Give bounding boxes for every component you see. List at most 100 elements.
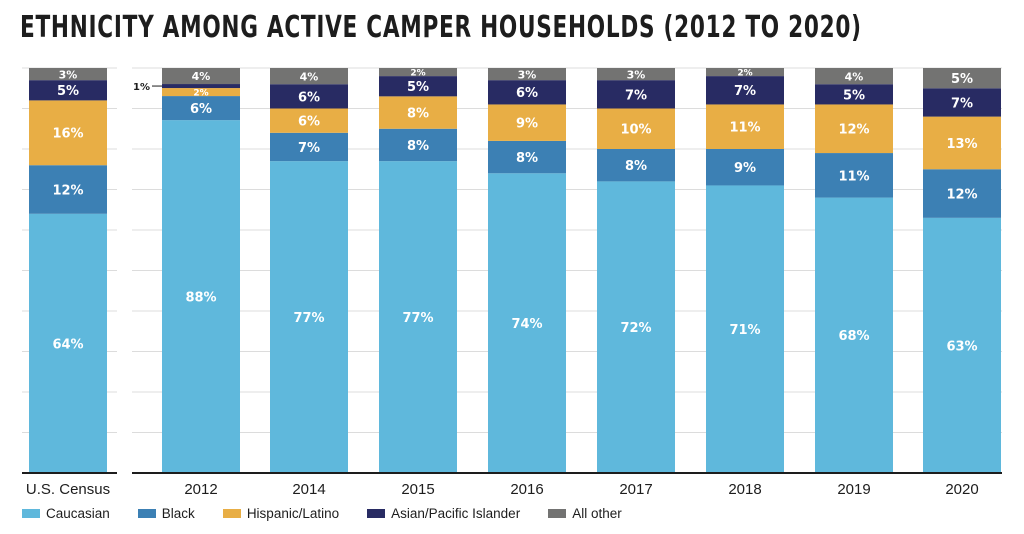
x-tick-label: 2012 [184, 481, 217, 498]
bar-segment-caucasian [379, 161, 457, 473]
data-label: 74% [511, 317, 542, 332]
bar-segment-black [706, 149, 784, 186]
data-label: 12% [838, 123, 869, 138]
x-tick-label: 2016 [510, 481, 543, 498]
data-label: 5% [843, 88, 865, 103]
bar-segment-all-other [706, 68, 784, 77]
bar-segment-caucasian [597, 181, 675, 473]
bar-segment-caucasian [270, 161, 348, 473]
bar-segment-black [815, 153, 893, 198]
bar-segment-black [270, 132, 348, 162]
bar-segment-black [29, 165, 107, 214]
x-tick-label: 2014 [292, 481, 325, 498]
data-label: 88% [185, 291, 216, 306]
data-label: 2% [737, 68, 752, 78]
bar-segment-all-other [162, 68, 240, 85]
data-label: 4% [300, 70, 319, 83]
bar-segment-caucasian [29, 213, 107, 474]
data-label: 7% [298, 141, 320, 156]
data-label: 4% [192, 70, 211, 83]
bar-segment-asian-pacific-islander [379, 76, 457, 97]
data-label: 64% [52, 337, 83, 352]
legend-item: Hispanic/Latino [222, 506, 340, 521]
bar-segment-all-other [488, 68, 566, 81]
bar-segment-hispanic-latino [270, 108, 348, 133]
bar-segment-hispanic-latino [706, 104, 784, 149]
bar-segment-caucasian [923, 217, 1001, 473]
bar-segment-hispanic-latino [597, 108, 675, 149]
data-label: 11% [838, 169, 869, 184]
data-label: 2% [410, 68, 425, 78]
data-label: 9% [516, 117, 538, 132]
bar-segment-black [923, 169, 1001, 218]
legend-swatch [367, 509, 386, 518]
legend-swatch [137, 509, 156, 518]
bar-segment-asian-pacific-islander [597, 80, 675, 109]
legend-item: Black [137, 506, 195, 521]
bar-segment-hispanic-latino [29, 100, 107, 166]
data-label: 12% [52, 183, 83, 198]
data-label: 8% [407, 106, 429, 121]
bar-segment-caucasian [488, 173, 566, 474]
bar-segment-asian-pacific-islander [815, 84, 893, 105]
bar-segment-asian-pacific-islander [706, 76, 784, 105]
data-label: 72% [620, 321, 651, 336]
bar-segment-caucasian [162, 120, 240, 473]
data-label: 10% [620, 123, 651, 138]
data-label: 7% [951, 96, 973, 111]
bar-segment-all-other [270, 68, 348, 85]
x-tick-label: 2017 [619, 481, 652, 498]
bar-segment-all-other [597, 68, 675, 81]
bar-segment-asian-pacific-islander [270, 84, 348, 109]
data-label: 77% [293, 311, 324, 326]
bar-segment-black [162, 96, 240, 121]
legend-swatch [22, 509, 40, 518]
bar-segment-hispanic-latino [923, 116, 1001, 170]
x-tick-label: 2018 [728, 481, 761, 498]
legend-label: All other [572, 506, 622, 521]
data-label: 71% [729, 323, 760, 338]
legend: Caucasian Black Hispanic/Latino Asian/Pacif… [22, 506, 650, 521]
data-label: 6% [190, 102, 212, 117]
legend-label: Hispanic/Latino [246, 506, 340, 521]
x-tick-label: 2015 [401, 481, 434, 498]
bar-segment-hispanic-latino [379, 96, 457, 129]
data-label: 7% [734, 84, 756, 99]
bar-segment-all-other [379, 68, 457, 77]
bar-segment-black [379, 128, 457, 162]
x-tick-label: 2019 [837, 481, 870, 498]
bar-segment-asian-pacific-islander [29, 80, 107, 101]
data-label: 12% [946, 187, 977, 202]
legend-label: Black [161, 506, 195, 521]
chart-title: ETHNICITY AMONG ACTIVE CAMPER HOUSEHOLDS… [20, 10, 862, 45]
bar-segment-black [488, 140, 566, 174]
data-label: 3% [627, 68, 646, 81]
bar-segment-caucasian [706, 185, 784, 473]
data-label: 6% [298, 115, 320, 130]
data-label: 8% [407, 139, 429, 154]
data-label: 6% [298, 90, 320, 105]
bar-segment-caucasian [815, 197, 893, 473]
bar-segment-all-other [815, 68, 893, 85]
bar-segment-asian-pacific-islander [488, 80, 566, 105]
bar-segment-hispanic-latino [488, 104, 566, 141]
data-label: 4% [845, 70, 864, 83]
legend-swatch [222, 509, 241, 518]
data-label: 13% [946, 137, 977, 152]
x-tick-label: U.S. Census [26, 481, 110, 498]
data-label: 63% [946, 339, 977, 354]
legend-label: Caucasian [46, 506, 110, 521]
bar-segment-all-other [923, 68, 1001, 89]
data-label: 6% [516, 86, 538, 101]
callout-label: 1% [133, 82, 150, 93]
bar-segment-asian-pacific-islander [162, 84, 240, 89]
bar-segment-black [597, 149, 675, 182]
legend-label: Asian/Pacific Islander [391, 506, 521, 521]
data-label: 9% [734, 161, 756, 176]
data-label: 5% [57, 84, 79, 99]
data-label: 11% [729, 121, 760, 136]
data-label: 3% [518, 68, 537, 81]
bar-segment-all-other [29, 68, 107, 81]
legend-item: Asian/Pacific Islander [367, 506, 520, 521]
